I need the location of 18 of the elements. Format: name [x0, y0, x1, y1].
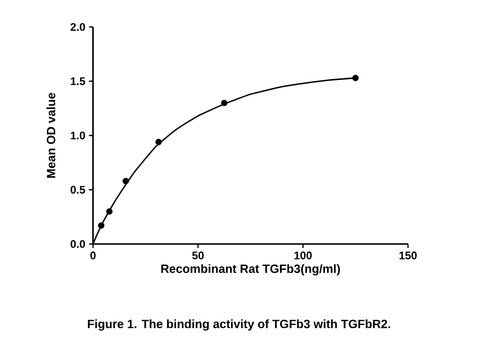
x-tick-label: 0 — [90, 252, 96, 260]
x-tick-label: 150 — [400, 252, 417, 260]
point — [106, 208, 113, 215]
x-tick-label: 100 — [294, 252, 312, 260]
point — [155, 138, 162, 146]
point — [98, 222, 104, 229]
text: Figure 1. The binding activity of TGFb3 with TGFbR2. — [88, 319, 390, 331]
x-tick-label: 50 — [192, 252, 204, 260]
y-tick-label: 0.0 — [70, 240, 86, 248]
point — [221, 100, 228, 106]
x-axis-title: Recombinant Rat TGFb3(ng/ml) — [161, 264, 340, 276]
y-tick-label: 2.0 — [70, 23, 86, 31]
y-tick-label: 1.0 — [70, 132, 86, 140]
y-tick-label: 0.5 — [70, 186, 86, 194]
y-tick-label: 1.5 — [70, 77, 86, 86]
point — [122, 178, 129, 184]
point — [352, 74, 359, 82]
y-axis-title: Mean OD value — [46, 92, 56, 178]
